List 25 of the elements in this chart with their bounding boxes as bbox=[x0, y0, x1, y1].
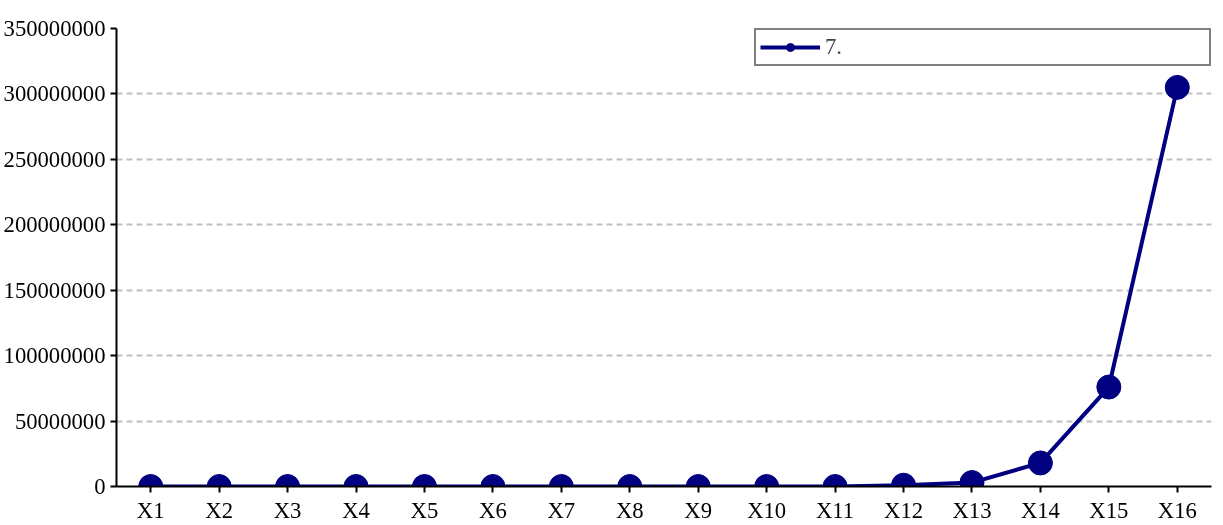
x-tick-label: X10 bbox=[747, 497, 787, 523]
y-tick-label: 150000000 bbox=[3, 277, 106, 303]
x-tick-label: X6 bbox=[479, 497, 507, 523]
x-tick-label: X11 bbox=[816, 497, 855, 523]
x-tick-label: X15 bbox=[1089, 497, 1129, 523]
x-tick-label: X8 bbox=[615, 497, 644, 523]
y-tick-label: 200000000 bbox=[3, 212, 106, 238]
legend-label: 7. bbox=[825, 34, 843, 60]
x-tick-label: X2 bbox=[205, 497, 234, 523]
x-tick-label: X4 bbox=[342, 497, 370, 523]
y-tick-label: 300000000 bbox=[3, 81, 106, 107]
y-tick-label: 100000000 bbox=[3, 343, 106, 369]
x-tick-label: X3 bbox=[273, 497, 302, 523]
x-tick-label: X1 bbox=[136, 497, 165, 523]
x-tick-label: X5 bbox=[410, 497, 439, 523]
y-tick-label: 350000000 bbox=[3, 16, 106, 41]
x-tick-label: X12 bbox=[884, 497, 924, 523]
x-tick-label: X9 bbox=[684, 497, 713, 523]
y-tick-label: 250000000 bbox=[3, 146, 106, 172]
x-tick-label: X13 bbox=[952, 497, 992, 523]
x-tick-label: X7 bbox=[547, 497, 576, 523]
x-tick-label: X14 bbox=[1020, 497, 1060, 523]
x-tick-label: X16 bbox=[1157, 497, 1197, 523]
y-tick-label: 0 bbox=[94, 474, 106, 499]
y-tick-label: 50000000 bbox=[14, 408, 106, 434]
